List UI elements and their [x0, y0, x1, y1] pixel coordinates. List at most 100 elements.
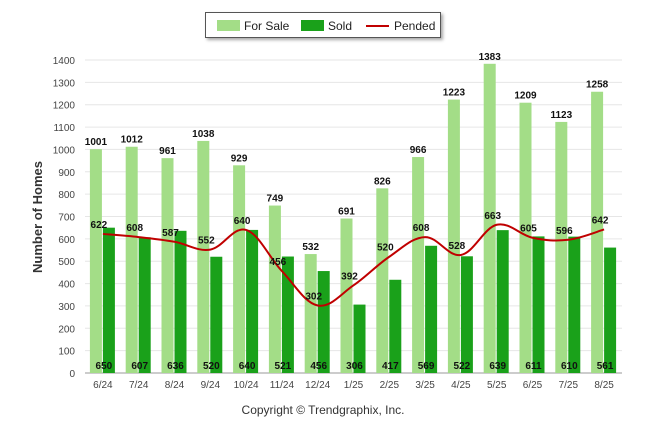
x-tick-label: 5/25: [487, 380, 507, 391]
sold-legend-label: Sold: [328, 19, 353, 33]
for-sale-bar: [304, 254, 317, 373]
sold-bar: [353, 304, 366, 373]
for-sale-value-label: 1383: [479, 52, 502, 63]
pended-value-label: 642: [592, 215, 609, 226]
x-tick-label: 8/25: [594, 380, 614, 391]
x-tick-label: 7/25: [559, 380, 579, 391]
x-tick-label: 6/24: [93, 380, 113, 391]
pended-value-label: 456: [270, 257, 287, 268]
legend: For Sale Sold Pended: [205, 12, 441, 38]
for-sale-bar: [125, 146, 138, 373]
sold-value-label: 639: [489, 361, 506, 372]
for-sale-bar: [555, 121, 568, 373]
y-axis-label: Number of Homes: [30, 161, 45, 273]
sold-value-label: 306: [346, 361, 363, 372]
x-tick-label: 4/25: [451, 380, 471, 391]
for-sale-bar: [268, 205, 281, 373]
sold-value-label: 456: [310, 361, 327, 372]
for-sale-bar: [233, 165, 246, 373]
for-sale-bar: [340, 218, 353, 373]
sold-value-label: 569: [418, 361, 435, 372]
x-axis-tick-labels: 6/24 7/24 8/24 9/24 10/24 11/24 12/24 1/25 2/25 3…: [93, 380, 614, 391]
for-sale-bar: [483, 63, 496, 373]
sold-value-label: 561: [597, 361, 614, 372]
sold-bar: [317, 271, 330, 373]
for-sale-value-label: 1001: [85, 137, 108, 148]
sold-bars: [102, 227, 617, 373]
pended-value-label: 640: [234, 216, 251, 227]
sold-value-label: 522: [454, 361, 471, 372]
sold-bar: [460, 256, 473, 373]
x-tick-label: 1/25: [344, 380, 364, 391]
for-sale-value-label: 1123: [550, 110, 572, 121]
y-tick-label: 400: [58, 280, 75, 291]
y-tick-label: 0: [69, 369, 75, 380]
x-tick-label: 9/24: [201, 380, 221, 391]
for-sale-legend-label: For Sale: [244, 19, 290, 33]
for-sale-value-label: 1038: [192, 129, 215, 140]
y-tick-label: 1200: [53, 101, 76, 112]
sold-value-label: 417: [382, 361, 399, 372]
y-tick-label: 700: [58, 213, 75, 224]
pended-value-label: 552: [198, 236, 215, 247]
y-tick-label: 500: [58, 257, 75, 268]
x-tick-label: 7/24: [129, 380, 149, 391]
for-sale-bar: [197, 140, 210, 373]
for-sale-value-label: 691: [338, 207, 355, 218]
for-sale-bar: [161, 158, 174, 373]
y-tick-label: 100: [58, 347, 75, 358]
y-tick-label: 1000: [53, 145, 76, 156]
for-sale-value-label: 929: [231, 153, 248, 164]
pended-value-label: 605: [520, 224, 537, 235]
for-sale-bar: [376, 188, 389, 373]
pended-value-label: 622: [91, 220, 108, 231]
for-sale-value-label: 961: [159, 146, 176, 157]
sold-bar: [425, 245, 438, 373]
pended-value-label: 663: [484, 211, 501, 222]
for-sale-bar: [89, 149, 102, 373]
copyright-text: Copyright © Trendgraphix, Inc.: [241, 403, 405, 417]
for-sale-bars: [89, 63, 604, 374]
for-sale-value-label: 532: [302, 242, 319, 253]
for-sale-bar: [519, 102, 532, 373]
for-sale-value-label: 826: [374, 176, 391, 187]
for-sale-value-label: 1209: [514, 91, 537, 102]
for-sale-value-label: 1012: [121, 135, 144, 146]
pended-legend-label: Pended: [394, 19, 436, 33]
pended-value-label: 608: [126, 223, 143, 234]
sold-bar: [102, 227, 115, 373]
x-tick-label: 11/24: [270, 380, 295, 391]
sold-value-label: 610: [561, 361, 578, 372]
sold-bar: [246, 229, 259, 373]
sold-bar: [496, 230, 509, 373]
y-tick-label: 1400: [53, 56, 76, 67]
pended-value-label: 392: [341, 271, 358, 282]
sold-value-label: 521: [275, 361, 292, 372]
pended-value-label: 520: [377, 243, 394, 254]
sold-legend-swatch: [301, 20, 324, 31]
sold-bar: [604, 247, 617, 373]
for-sale-bar: [412, 157, 425, 373]
x-tick-label: 3/25: [415, 380, 435, 391]
y-tick-label: 900: [58, 168, 75, 179]
y-tick-label: 800: [58, 190, 75, 201]
sold-value-label: 650: [96, 361, 113, 372]
pended-value-label: 302: [305, 291, 322, 302]
sold-bar: [532, 236, 545, 373]
y-tick-label: 1300: [53, 78, 76, 89]
x-tick-label: 10/24: [234, 380, 259, 391]
sold-bar: [568, 236, 581, 373]
y-tick-label: 600: [58, 235, 75, 246]
for-sale-value-label: 749: [267, 194, 284, 205]
sold-value-label: 640: [239, 361, 256, 372]
data-labels: 1001 650 1012 607 961 636 1038 520 929 640 749 521 5…: [85, 52, 614, 372]
sold-value-label: 520: [203, 361, 220, 372]
pended-value-label: 587: [162, 228, 179, 239]
x-tick-label: 12/24: [305, 380, 330, 391]
x-tick-label: 8/24: [165, 380, 185, 391]
for-sale-value-label: 1258: [586, 80, 609, 91]
y-tick-label: 200: [58, 324, 75, 335]
for-sale-legend-swatch: [217, 20, 240, 31]
x-tick-label: 2/25: [380, 380, 400, 391]
